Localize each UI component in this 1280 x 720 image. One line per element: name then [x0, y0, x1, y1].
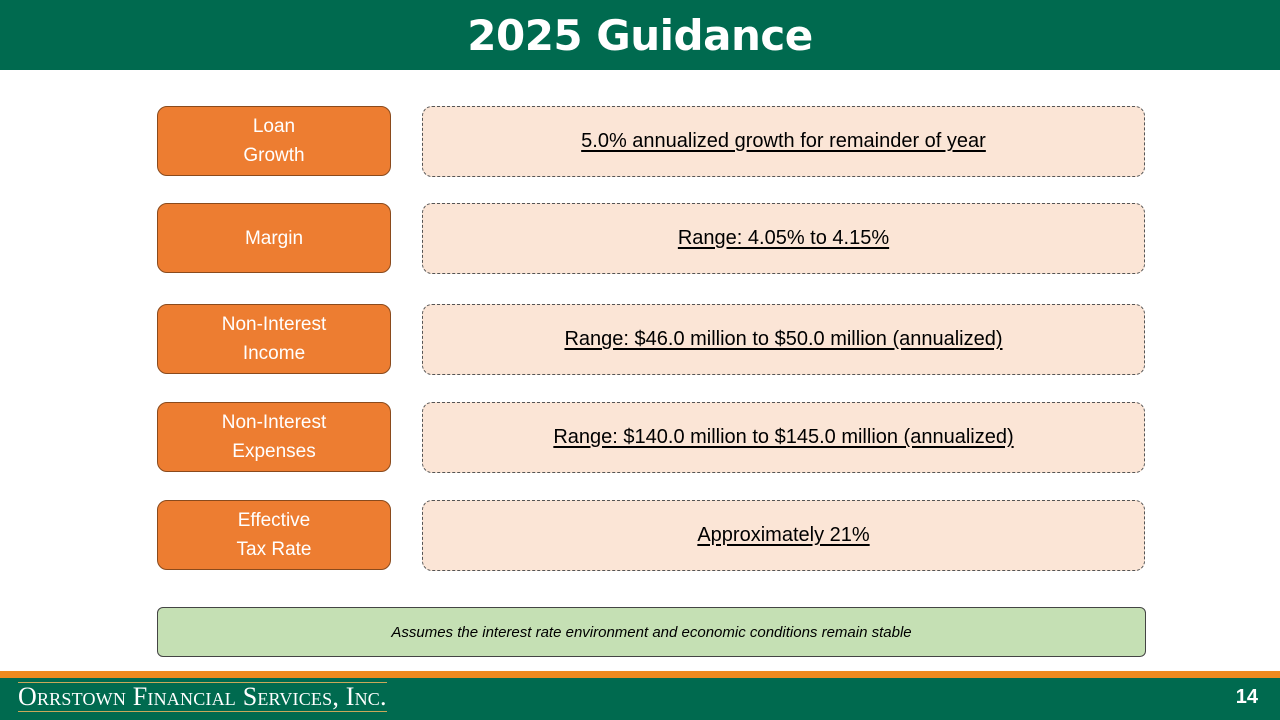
- metric-value-box: 5.0% annualized growth for remainder of …: [422, 106, 1145, 177]
- metric-value-box: Approximately 21%: [422, 500, 1145, 571]
- metric-value: Range: $140.0 million to $145.0 million …: [553, 426, 1014, 448]
- slide-footer: Orrstown Financial Services, Inc. 14: [0, 678, 1280, 720]
- assumption-note: Assumes the interest rate environment an…: [157, 607, 1146, 657]
- guidance-row-non-interest-income: Non-Interest Income Range: $46.0 million…: [157, 304, 1146, 375]
- metric-value: Approximately 21%: [697, 524, 870, 546]
- metric-label: Non-Interest Expenses: [157, 402, 391, 472]
- guidance-row-effective-tax-rate: Effective Tax Rate Approximately 21%: [157, 500, 1146, 571]
- metric-value: Range: 4.05% to 4.15%: [677, 227, 890, 249]
- footer-accent-stripe: [0, 671, 1280, 678]
- metric-value: 5.0% annualized growth for remainder of …: [581, 130, 986, 152]
- slide-title: 2025 Guidance: [467, 10, 813, 60]
- metric-value-box: Range: $46.0 million to $50.0 million (a…: [422, 304, 1145, 375]
- metric-value-box: Range: $140.0 million to $145.0 million …: [422, 402, 1145, 473]
- assumption-note-text: Assumes the interest rate environment an…: [391, 623, 912, 641]
- page-number: 14: [1235, 686, 1258, 708]
- metric-value: Range: $46.0 million to $50.0 million (a…: [564, 328, 1003, 350]
- guidance-row-non-interest-expenses: Non-Interest Expenses Range: $140.0 mill…: [157, 402, 1146, 473]
- guidance-row-margin: Margin Range: 4.05% to 4.15%: [157, 203, 1146, 274]
- guidance-row-loan-growth: Loan Growth 5.0% annualized growth for r…: [157, 106, 1146, 177]
- metric-label: Loan Growth: [157, 106, 391, 176]
- metric-value-box: Range: 4.05% to 4.15%: [422, 203, 1145, 274]
- metric-label: Effective Tax Rate: [157, 500, 391, 570]
- slide-header: 2025 Guidance: [0, 0, 1280, 70]
- company-logo: Orrstown Financial Services, Inc.: [18, 682, 387, 712]
- metric-label: Margin: [157, 203, 391, 273]
- metric-label: Non-Interest Income: [157, 304, 391, 374]
